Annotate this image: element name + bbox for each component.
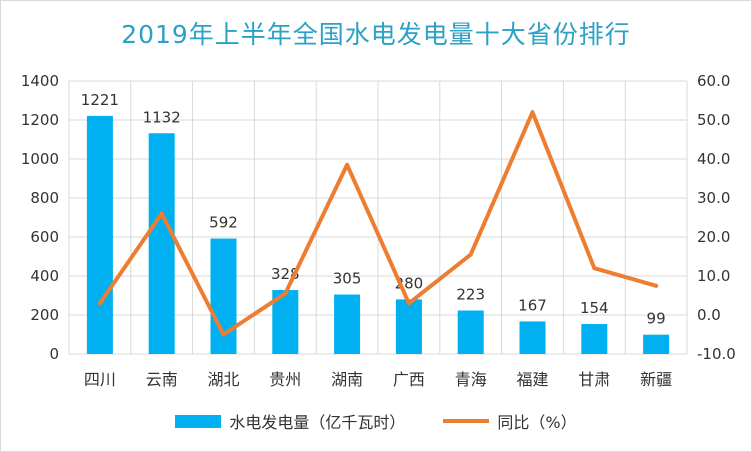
bar [148, 133, 175, 354]
bar [86, 115, 113, 354]
chart-title: 2019年上半年全国水电发电量十大省份排行 [121, 20, 631, 49]
right-tick-label: 10.0 [697, 267, 730, 285]
category-label: 福建 [516, 370, 548, 389]
bar [519, 321, 546, 354]
legend-bar-label: 水电发电量（亿千瓦时） [229, 413, 406, 432]
line-point [159, 211, 164, 216]
line-point [406, 301, 411, 306]
line-point [592, 266, 597, 271]
category-label: 新疆 [640, 370, 672, 389]
right-axis-ticks: -10.0 0.0 10.0 20.0 30.0 40.0 50.0 60.0 [697, 72, 736, 363]
legend-item-line: 同比（%） [443, 409, 577, 433]
category-label: 青海 [455, 370, 487, 389]
right-tick-label: 20.0 [697, 228, 730, 246]
left-tick-label: 1400 [21, 72, 59, 90]
legend-item-bar: 水电发电量（亿千瓦时） [175, 409, 405, 433]
category-label: 贵州 [269, 370, 301, 389]
right-tick-label: 40.0 [697, 150, 730, 168]
legend: 水电发电量（亿千瓦时） 同比（%） [1, 409, 751, 433]
bar-data-label: 223 [456, 286, 485, 304]
bar [210, 238, 237, 354]
bar-data-label: 305 [333, 270, 362, 288]
left-axis-ticks: 0 200 400 600 800 1000 1200 1400 [21, 72, 59, 363]
left-tick-label: 1000 [21, 150, 59, 168]
left-tick-label: 1200 [21, 111, 59, 129]
left-tick-label: 0 [49, 345, 59, 363]
bar [457, 310, 484, 354]
category-labels: 四川 云南 湖北 贵州 湖南 广西 青海 福建 甘肃 新疆 [84, 370, 672, 389]
legend-line-label: 同比（%） [497, 413, 577, 432]
category-label: 甘肃 [578, 370, 610, 389]
legend-bar-swatch [175, 414, 222, 428]
left-tick-label: 600 [30, 228, 59, 246]
line-point [530, 110, 535, 115]
category-label: 云南 [146, 370, 178, 389]
bar [395, 299, 422, 354]
line-point [283, 291, 288, 296]
line-point [97, 301, 102, 306]
right-tick-label: -10.0 [697, 345, 736, 363]
right-tick-label: 50.0 [697, 111, 730, 129]
category-label: 四川 [84, 370, 116, 389]
bar-data-label: 154 [580, 299, 609, 317]
right-tick-label: 60.0 [697, 72, 730, 90]
line-point [654, 283, 659, 288]
line-point [468, 252, 473, 257]
bar-data-label: 99 [647, 310, 666, 328]
category-label: 湖北 [207, 370, 239, 389]
bar [334, 294, 361, 354]
bar-data-label: 592 [209, 214, 238, 232]
bar-data-label: 1221 [81, 91, 119, 109]
line-series [97, 110, 659, 337]
bar-data-label: 167 [518, 296, 547, 314]
bar [581, 323, 608, 354]
bar [643, 334, 670, 354]
legend-line-swatch [443, 419, 490, 423]
bar-data-label: 1132 [143, 108, 181, 126]
line-point [221, 332, 226, 337]
right-tick-label: 0.0 [697, 306, 721, 324]
bar-series [86, 115, 670, 354]
left-tick-label: 400 [30, 267, 59, 285]
line-point [345, 162, 350, 167]
line-path [97, 110, 659, 337]
left-tick-label: 200 [30, 306, 59, 324]
category-label: 广西 [393, 370, 425, 389]
left-tick-label: 800 [30, 189, 59, 207]
category-label: 湖南 [331, 370, 363, 389]
right-tick-label: 30.0 [697, 189, 730, 207]
